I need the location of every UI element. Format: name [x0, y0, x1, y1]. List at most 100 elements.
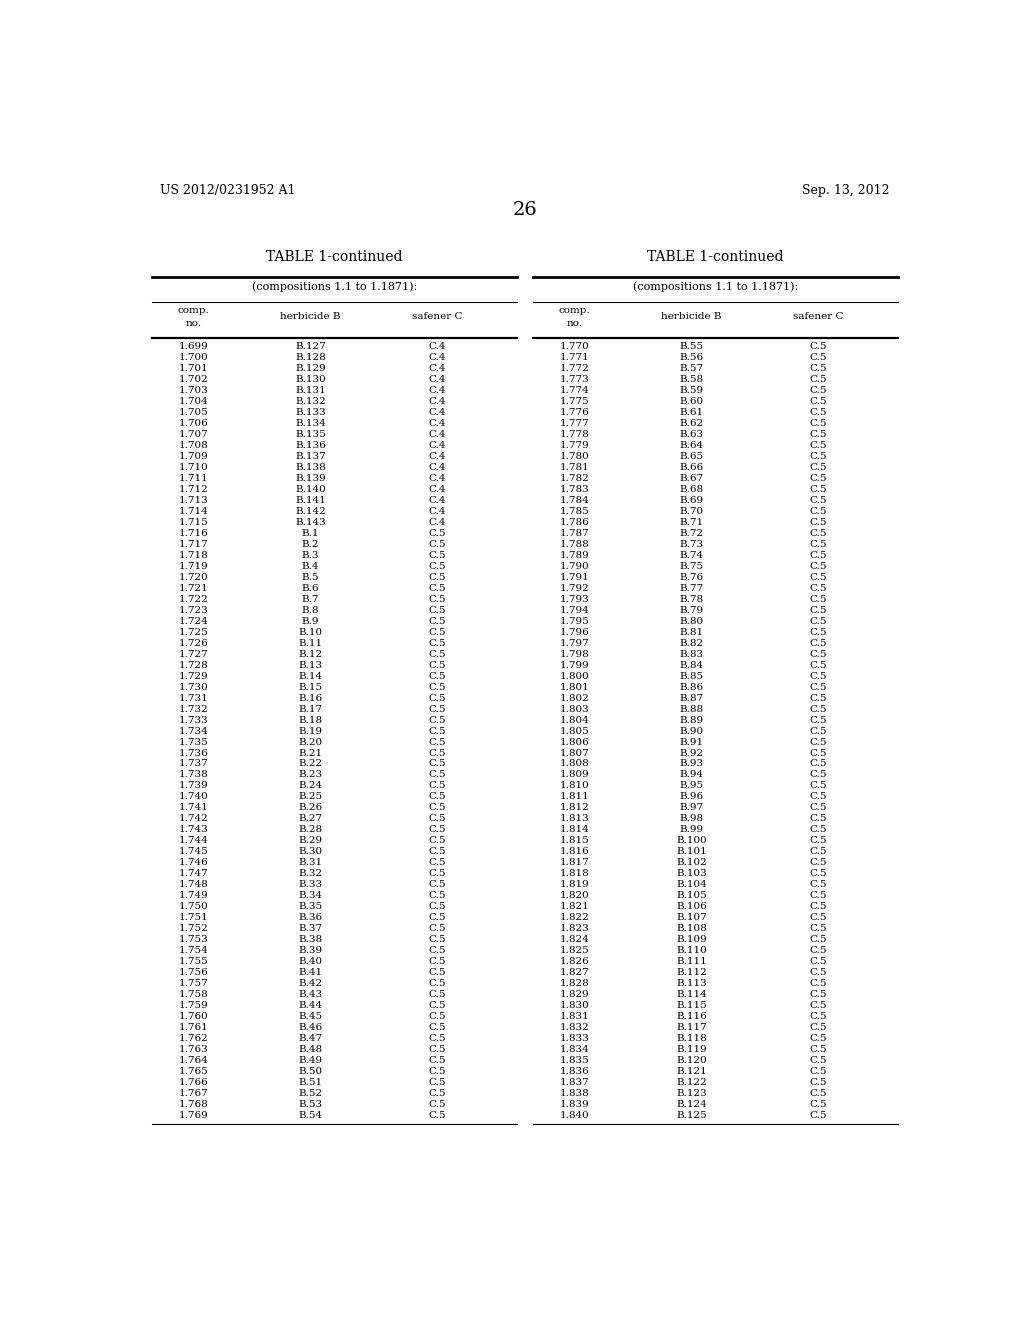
Text: B.138: B.138	[295, 463, 326, 473]
Text: 1.756: 1.756	[179, 968, 209, 977]
Text: 1.714: 1.714	[179, 507, 209, 516]
Text: C.5: C.5	[429, 1110, 446, 1119]
Text: C.5: C.5	[810, 364, 827, 374]
Text: C.5: C.5	[810, 441, 827, 450]
Text: 1.701: 1.701	[179, 364, 209, 374]
Text: C.5: C.5	[429, 705, 446, 714]
Text: B.109: B.109	[676, 935, 707, 944]
Text: B.32: B.32	[298, 870, 323, 878]
Text: 1.839: 1.839	[560, 1100, 590, 1109]
Text: 1.833: 1.833	[560, 1034, 590, 1043]
Text: B.14: B.14	[298, 672, 323, 681]
Text: 1.708: 1.708	[179, 441, 209, 450]
Text: C.5: C.5	[810, 606, 827, 615]
Text: 1.798: 1.798	[560, 649, 590, 659]
Text: B.42: B.42	[298, 979, 323, 989]
Text: B.72: B.72	[679, 529, 703, 539]
Text: 1.748: 1.748	[179, 880, 209, 890]
Text: B.56: B.56	[679, 354, 703, 363]
Text: B.9: B.9	[302, 616, 319, 626]
Text: 1.771: 1.771	[560, 354, 590, 363]
Text: 1.757: 1.757	[179, 979, 209, 989]
Text: B.22: B.22	[298, 759, 323, 768]
Text: 1.705: 1.705	[179, 408, 209, 417]
Text: B.25: B.25	[298, 792, 323, 801]
Text: B.73: B.73	[679, 540, 703, 549]
Text: C.5: C.5	[810, 858, 827, 867]
Text: B.23: B.23	[298, 771, 323, 780]
Text: B.79: B.79	[679, 606, 703, 615]
Text: B.100: B.100	[676, 837, 707, 845]
Text: B.38: B.38	[298, 935, 323, 944]
Text: C.5: C.5	[429, 1045, 446, 1053]
Text: 1.828: 1.828	[560, 979, 590, 989]
Text: C.4: C.4	[429, 474, 446, 483]
Text: C.4: C.4	[429, 342, 446, 351]
Text: 1.726: 1.726	[179, 639, 209, 648]
Text: B.19: B.19	[298, 726, 323, 735]
Text: B.57: B.57	[679, 364, 703, 374]
Text: 1.739: 1.739	[179, 781, 209, 791]
Text: B.51: B.51	[298, 1078, 323, 1086]
Text: C.5: C.5	[429, 847, 446, 857]
Text: C.5: C.5	[429, 858, 446, 867]
Text: 1.778: 1.778	[560, 430, 590, 440]
Text: C.5: C.5	[810, 430, 827, 440]
Text: 1.736: 1.736	[179, 748, 209, 758]
Text: TABLE 1-continued: TABLE 1-continued	[647, 249, 783, 264]
Text: US 2012/0231952 A1: US 2012/0231952 A1	[160, 183, 295, 197]
Text: C.5: C.5	[429, 957, 446, 966]
Text: B.136: B.136	[295, 441, 326, 450]
Text: B.71: B.71	[679, 517, 703, 527]
Text: B.61: B.61	[679, 408, 703, 417]
Text: B.121: B.121	[676, 1067, 707, 1076]
Text: B.137: B.137	[295, 453, 326, 461]
Text: B.135: B.135	[295, 430, 326, 440]
Text: B.58: B.58	[679, 375, 703, 384]
Text: 1.759: 1.759	[179, 1001, 209, 1010]
Text: C.5: C.5	[810, 1100, 827, 1109]
Text: C.5: C.5	[429, 792, 446, 801]
Text: 1.769: 1.769	[179, 1110, 209, 1119]
Text: C.5: C.5	[429, 540, 446, 549]
Text: C.5: C.5	[429, 715, 446, 725]
Text: 1.707: 1.707	[179, 430, 209, 440]
Text: B.87: B.87	[679, 693, 703, 702]
Text: C.4: C.4	[429, 496, 446, 506]
Text: B.67: B.67	[679, 474, 703, 483]
Text: 1.821: 1.821	[560, 902, 590, 911]
Text: 1.781: 1.781	[560, 463, 590, 473]
Text: B.30: B.30	[298, 847, 323, 857]
Text: B.115: B.115	[676, 1001, 707, 1010]
Text: C.5: C.5	[429, 759, 446, 768]
Text: C.5: C.5	[810, 387, 827, 395]
Text: 1.810: 1.810	[560, 781, 590, 791]
Text: B.116: B.116	[676, 1012, 707, 1020]
Text: 1.801: 1.801	[560, 682, 590, 692]
Text: B.82: B.82	[679, 639, 703, 648]
Text: C.5: C.5	[810, 1078, 827, 1086]
Text: C.5: C.5	[429, 682, 446, 692]
Text: C.5: C.5	[429, 649, 446, 659]
Text: 1.775: 1.775	[560, 397, 590, 407]
Text: 1.716: 1.716	[179, 529, 209, 539]
Text: B.76: B.76	[679, 573, 703, 582]
Text: B.63: B.63	[679, 430, 703, 440]
Text: B.92: B.92	[679, 748, 703, 758]
Text: B.69: B.69	[679, 496, 703, 506]
Text: B.110: B.110	[676, 946, 707, 956]
Text: B.16: B.16	[298, 693, 323, 702]
Text: B.41: B.41	[298, 968, 323, 977]
Text: 1.838: 1.838	[560, 1089, 590, 1098]
Text: C.5: C.5	[810, 847, 827, 857]
Text: C.5: C.5	[810, 693, 827, 702]
Text: C.5: C.5	[810, 870, 827, 878]
Text: C.5: C.5	[810, 715, 827, 725]
Text: 1.790: 1.790	[560, 562, 590, 572]
Text: C.5: C.5	[429, 935, 446, 944]
Text: B.112: B.112	[676, 968, 707, 977]
Text: C.5: C.5	[429, 693, 446, 702]
Text: B.10: B.10	[298, 628, 323, 636]
Text: herbicide B: herbicide B	[662, 312, 722, 321]
Text: C.5: C.5	[429, 616, 446, 626]
